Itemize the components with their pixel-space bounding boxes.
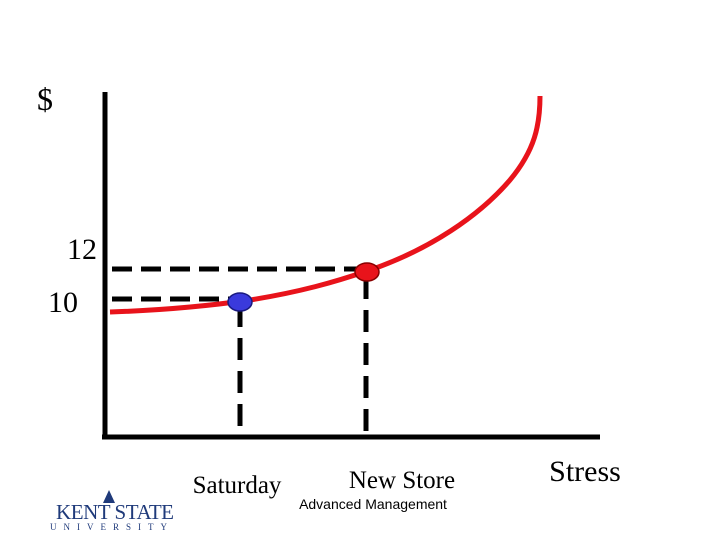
y-label: 12 [67, 233, 97, 266]
point-new-store [354, 262, 380, 282]
x-axis-label: Stress [549, 455, 621, 488]
x-label: Saturday [193, 472, 282, 499]
x-label: New Store [349, 467, 455, 494]
footer: Advanced Management [299, 496, 447, 512]
point-saturday [227, 292, 253, 312]
logo-mark [103, 490, 115, 503]
curve [109, 95, 543, 315]
logo-name: KENT STATE [56, 500, 174, 524]
y-label: 10 [48, 286, 78, 319]
logo-subtitle: UNIVERSITY [50, 522, 174, 532]
logo: KENT STATE UNIVERSITY [50, 490, 174, 532]
axis-label: $ [37, 81, 53, 117]
